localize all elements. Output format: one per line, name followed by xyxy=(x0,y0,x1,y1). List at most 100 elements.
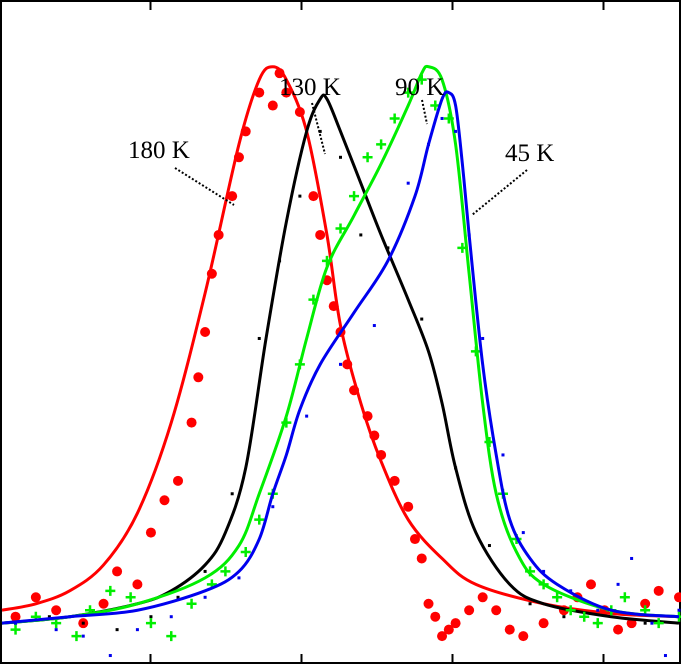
data-point-45k-20 xyxy=(542,569,546,573)
data-point-180k-43 xyxy=(477,592,488,603)
data-point-90k-35 xyxy=(552,592,563,603)
data-point-130k-10 xyxy=(298,194,302,198)
annotation-leader-180k xyxy=(174,167,235,206)
data-point-90k-19 xyxy=(335,223,346,234)
annotation-label-90k: 90 K xyxy=(395,74,444,101)
data-point-45k-9 xyxy=(305,414,309,418)
data-point-45k-27 xyxy=(677,608,681,612)
fit-curve-180k xyxy=(1,65,680,619)
data-point-180k-55 xyxy=(653,585,664,596)
data-point-180k-18 xyxy=(254,87,265,98)
data-point-130k-4 xyxy=(149,615,153,619)
data-point-90k-3 xyxy=(71,631,82,642)
annotation-layer: 180 K 130 K 90 K 45 K xyxy=(128,74,554,216)
data-point-130k-13 xyxy=(359,233,363,237)
data-point-180k-23 xyxy=(308,191,319,202)
data-point-130k-15 xyxy=(420,317,424,321)
annotation-label-130k: 130 K xyxy=(279,74,341,101)
data-point-45k-18 xyxy=(501,453,505,457)
fit-curve-90k xyxy=(1,64,680,625)
data-point-45k-2 xyxy=(81,634,85,638)
data-point-180k-2 xyxy=(51,605,62,616)
data-point-90k-21 xyxy=(362,152,373,163)
data-point-45k-3 xyxy=(108,654,112,658)
data-point-180k-24 xyxy=(315,229,326,240)
data-point-180k-0 xyxy=(10,611,21,622)
annotation-leader-45k xyxy=(471,169,528,216)
data-point-180k-12 xyxy=(200,327,211,337)
data-point-180k-52 xyxy=(613,624,624,635)
data-point-45k-1 xyxy=(54,628,58,632)
data-point-180k-33 xyxy=(389,475,400,486)
data-point-180k-56 xyxy=(674,592,681,603)
annotation-label-180k: 180 K xyxy=(128,137,190,164)
data-point-180k-38 xyxy=(430,611,441,622)
data-point-130k-1 xyxy=(47,615,51,619)
data-point-180k-35 xyxy=(409,534,420,545)
data-point-180k-34 xyxy=(403,501,414,512)
data-point-45k-19 xyxy=(521,531,525,535)
data-point-130k-18 xyxy=(528,602,532,606)
series-45k xyxy=(1,90,681,658)
data-point-90k-42 xyxy=(653,618,664,629)
data-point-180k-6 xyxy=(132,579,143,590)
data-point-180k-9 xyxy=(173,475,184,486)
data-point-180k-7 xyxy=(145,527,156,538)
data-point-130k-7 xyxy=(230,492,234,496)
data-point-45k-17 xyxy=(481,336,485,340)
data-point-45k-10 xyxy=(339,362,342,366)
data-point-45k-23 xyxy=(616,582,620,586)
data-point-180k-36 xyxy=(416,553,427,564)
data-point-45k-6 xyxy=(203,595,207,599)
data-point-45k-15 xyxy=(454,129,458,133)
data-point-45k-5 xyxy=(169,615,173,619)
data-point-45k-26 xyxy=(663,654,667,658)
data-point-180k-19 xyxy=(267,100,278,111)
data-point-130k-17 xyxy=(487,544,491,548)
series-180k xyxy=(1,65,681,642)
data-point-90k-24 xyxy=(403,87,414,98)
data-point-45k-24 xyxy=(630,556,634,560)
data-point-130k-19 xyxy=(562,615,566,619)
data-point-90k-38 xyxy=(592,618,603,629)
data-point-90k-11 xyxy=(220,566,231,577)
data-point-180k-41 xyxy=(450,618,461,629)
data-point-90k-20 xyxy=(349,191,360,202)
fit-curve-130k xyxy=(1,93,680,625)
data-point-90k-8 xyxy=(166,631,177,642)
data-point-180k-39 xyxy=(437,631,448,642)
data-point-90k-37 xyxy=(579,611,590,622)
annotation-leader-130k xyxy=(311,102,326,155)
data-point-130k-3 xyxy=(115,628,119,632)
data-point-90k-0 xyxy=(10,624,21,635)
data-point-180k-8 xyxy=(159,495,170,506)
data-point-45k-12 xyxy=(406,181,410,185)
data-point-130k-12 xyxy=(339,155,342,159)
series-layer xyxy=(1,64,681,658)
data-point-180k-37 xyxy=(423,598,434,609)
data-point-90k-6 xyxy=(125,592,136,603)
annotation-leader-90k xyxy=(421,99,428,125)
data-point-130k-5 xyxy=(176,595,180,599)
data-point-90k-40 xyxy=(619,592,630,603)
data-point-90k-23 xyxy=(389,113,400,124)
data-point-180k-45 xyxy=(504,624,515,635)
data-point-130k-2 xyxy=(81,621,85,625)
data-point-180k-11 xyxy=(193,372,204,383)
data-point-180k-5 xyxy=(112,566,123,577)
data-point-45k-25 xyxy=(650,621,654,625)
annotation-label-45k: 45 K xyxy=(505,140,554,167)
data-point-130k-6 xyxy=(203,569,207,573)
data-point-130k-21 xyxy=(643,621,647,625)
data-point-90k-12 xyxy=(240,547,251,557)
data-point-180k-1 xyxy=(30,592,41,603)
data-point-180k-10 xyxy=(186,417,197,428)
data-point-90k-13 xyxy=(254,514,265,525)
data-point-90k-7 xyxy=(145,618,156,629)
data-point-180k-44 xyxy=(491,605,502,616)
data-point-45k-7 xyxy=(237,576,241,580)
data-point-45k-4 xyxy=(135,628,139,632)
data-point-130k-8 xyxy=(257,336,261,340)
